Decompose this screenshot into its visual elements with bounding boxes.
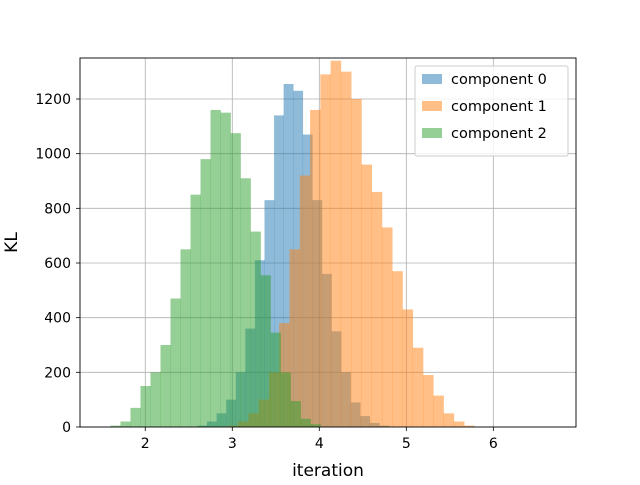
histogram-bar (250, 231, 261, 427)
series-2-bars (110, 109, 321, 428)
histogram-bar (190, 194, 201, 427)
histogram-bar (351, 99, 362, 427)
x-tick-label: 4 (315, 436, 324, 452)
histogram-bar (180, 249, 191, 427)
bars-layer (110, 60, 475, 428)
histogram-bar (289, 249, 301, 427)
histogram-bar (423, 375, 434, 427)
plot-frame (79, 57, 577, 428)
legend-swatch (422, 74, 442, 84)
histogram-bar (150, 372, 161, 427)
histogram-bar (453, 421, 465, 427)
histogram-bar (433, 395, 444, 427)
ticks-layer: 2 3 4 5 6 0 200 400 600 800 1000 1200 (35, 92, 498, 452)
x-tick-label: 2 (141, 436, 150, 452)
histogram-bar (110, 425, 121, 427)
y-tick-label: 1200 (35, 92, 71, 108)
histogram-bar (290, 401, 301, 427)
histogram-bar (340, 71, 352, 428)
legend: component 0 component 1 component 2 (414, 65, 569, 157)
legend-label: component 2 (451, 126, 547, 142)
y-tick-label: 0 (62, 420, 71, 436)
histogram-bar (220, 112, 231, 428)
histogram-bar (320, 74, 331, 428)
y-tick-label: 800 (44, 201, 71, 217)
histogram-bar (283, 83, 294, 427)
legend-label: component 1 (451, 99, 547, 115)
y-tick-label: 600 (44, 256, 71, 272)
histogram-bar (299, 175, 311, 427)
histogram-bar (392, 271, 403, 427)
histogram-bar (130, 407, 141, 427)
histogram-bar (464, 425, 475, 427)
x-tick-label: 5 (402, 436, 411, 452)
x-tick-label: 3 (228, 436, 237, 452)
histogram-bar (402, 309, 414, 427)
y-tick-label: 400 (44, 311, 71, 327)
histogram-bar (310, 109, 321, 427)
histogram-bar (260, 275, 271, 427)
histogram-bar (412, 347, 424, 427)
histogram-bar (310, 424, 321, 427)
histogram-bar (443, 413, 455, 427)
x-tick-label: 6 (489, 436, 498, 452)
histogram-bar (120, 421, 131, 427)
legend-label: component 0 (451, 72, 547, 88)
y-axis-label: KL (2, 232, 22, 253)
histogram-bar (210, 109, 221, 427)
y-tick-label: 200 (44, 365, 71, 381)
histogram-bar (381, 227, 393, 427)
histogram-bar (140, 386, 151, 427)
y-tick-label: 1000 (35, 147, 71, 163)
histogram-bar (170, 298, 181, 427)
legend-box (414, 65, 569, 157)
histogram-bar (270, 332, 281, 427)
histogram-bar (371, 191, 383, 427)
histogram-bar (200, 159, 211, 427)
histogram-bar (361, 164, 372, 427)
x-axis-label: iteration (292, 461, 364, 480)
histogram-bar (274, 115, 284, 428)
histogram-bar (280, 372, 291, 427)
histogram-bar (230, 133, 241, 427)
histogram-bar (160, 345, 171, 427)
histogram-bar (330, 60, 342, 427)
histogram-bar (240, 178, 251, 427)
legend-swatch (422, 101, 442, 111)
histogram-bar (300, 418, 311, 427)
legend-swatch (422, 128, 442, 138)
